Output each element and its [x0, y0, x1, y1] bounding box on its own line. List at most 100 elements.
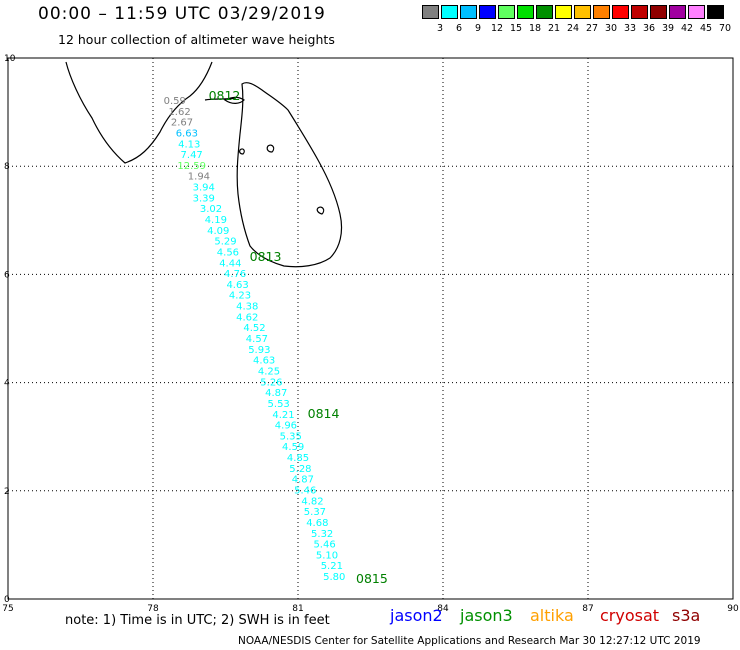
wave-height-label: 2.67: [171, 118, 193, 129]
scale-label: 18: [528, 23, 542, 34]
wave-height-label: 4.85: [287, 453, 309, 464]
scale-label: 45: [699, 23, 713, 34]
wave-height-label: 5.93: [248, 345, 270, 356]
footer-note: note: 1) Time is in UTC; 2) SWH is in fe…: [65, 613, 330, 628]
scale-swatch: [498, 5, 515, 19]
wave-height-label: 1.62: [168, 107, 190, 118]
scale-label: 30: [604, 23, 618, 34]
sri-lanka: [236, 82, 343, 268]
scale-swatch: [460, 5, 477, 19]
wave-height-label: 5.26: [260, 377, 282, 388]
wave-height-label: 6.63: [176, 128, 198, 139]
scale-swatch: [555, 5, 572, 19]
scale-label: 24: [566, 23, 580, 34]
scale-label: 33: [623, 23, 637, 34]
wave-height-label: 5.46: [294, 486, 316, 497]
scale-swatch: [669, 5, 686, 19]
wave-height-label: 5.53: [268, 399, 290, 410]
map-grid: [8, 58, 733, 599]
pass-time-label: 0814: [308, 406, 340, 421]
scale-label: 70: [718, 23, 732, 34]
wave-height-label: 5.35: [280, 431, 302, 442]
scale-swatch: [441, 5, 458, 19]
wave-height-label: 4.23: [229, 291, 251, 302]
satellite-name-jason3: jason3: [460, 606, 513, 625]
scale-label: 12: [490, 23, 504, 34]
sri-lanka-lagoon-2: [316, 206, 325, 215]
lon-tick-label: 84: [437, 604, 449, 614]
chart-subtitle: 12 hour collection of altimeter wave hei…: [58, 32, 335, 47]
lat-tick-label: 8: [4, 162, 10, 172]
wave-height-label: 4.68: [306, 518, 328, 529]
wave-height-label: 12.59: [177, 161, 206, 172]
scale-label: 21: [547, 23, 561, 34]
credit-line: NOAA/NESDIS Center for Satellite Applica…: [238, 635, 701, 647]
wave-height-label: 4.62: [236, 312, 258, 323]
coastline: [65, 61, 343, 268]
chart-title: 00:00 – 11:59 UTC 03/29/2019: [38, 4, 326, 24]
lon-tick-label: 87: [582, 604, 593, 614]
india-coast: [65, 61, 213, 164]
satellite-name-jason2: jason2: [390, 606, 443, 625]
scale-label: 6: [455, 23, 463, 34]
scale-label: 3: [436, 23, 444, 34]
wave-height-label: 4.25: [258, 366, 280, 377]
scale-label: 36: [642, 23, 656, 34]
wave-height-label: 4.87: [265, 388, 287, 399]
wave-height-label: 4.38: [236, 302, 258, 313]
wave-height-label: 5.10: [316, 550, 338, 561]
wave-height-label: 4.96: [275, 421, 297, 432]
pass-labels: 0812 0813 0814 0815: [209, 88, 388, 586]
pass-time-label: 0813: [250, 249, 282, 264]
map-frame: [7, 57, 734, 600]
wave-height-label: 4.76: [224, 269, 246, 280]
wave-height-label: 5.21: [321, 561, 343, 572]
wave-height-label: 1.94: [188, 172, 210, 183]
wave-height-label: 4.21: [272, 410, 294, 421]
wave-height-label: 0.59: [164, 96, 186, 107]
wave-height-label: 5.29: [214, 237, 236, 248]
lon-tick-label: 75: [2, 604, 13, 614]
wave-height-label: 4.63: [226, 280, 248, 291]
wave-height-label: 5.28: [289, 464, 311, 475]
wave-height-label: 5.80: [323, 572, 345, 583]
pass-time-label: 0815: [356, 571, 388, 586]
india-coast-northeast: [204, 97, 237, 101]
wave-height-label: 4.82: [301, 496, 323, 507]
scale-swatch: [612, 5, 629, 19]
wave-height-label: 4.13: [178, 139, 200, 150]
scale-swatch: [479, 5, 496, 19]
satellite-name-cryosat: cryosat: [600, 606, 660, 625]
mannar-island: [223, 96, 245, 104]
wave-height-label: 5.32: [311, 529, 333, 540]
scale-swatch: [517, 5, 534, 19]
wave-height-label: 5.37: [304, 507, 326, 518]
pass-time-label: 0812: [209, 88, 241, 103]
lat-tick-label: 6: [4, 270, 10, 280]
lat-tick-label: 0: [4, 595, 10, 605]
wave-height-label: 4.09: [207, 226, 229, 237]
scale-swatch: [422, 5, 439, 19]
wave-height-label: 4.59: [282, 442, 304, 453]
scale-label: 27: [585, 23, 599, 34]
lat-tick-label: 4: [4, 379, 10, 389]
sri-lanka-lagoon-1: [266, 144, 275, 153]
lat-tick-label: 2: [4, 487, 10, 497]
scale-label: 9: [474, 23, 482, 34]
scale-label: 15: [509, 23, 523, 34]
scale-swatch: [707, 5, 724, 19]
scale-label: 39: [661, 23, 675, 34]
wave-height-label: 3.94: [193, 183, 215, 194]
scale-swatch: [650, 5, 667, 19]
scale-swatch: [536, 5, 553, 19]
scale-swatch: [688, 5, 705, 19]
lon-tick-label: 78: [147, 604, 159, 614]
wave-height-label: 7.47: [181, 150, 203, 161]
lat-tick-label: 10: [4, 54, 16, 64]
satellite-track: 0.591.622.676.634.137.4712.591.943.943.3…: [164, 96, 346, 583]
scale-swatch: [593, 5, 610, 19]
wave-height-label: 4.57: [246, 334, 268, 345]
satellite-name-altika: altika: [530, 606, 574, 625]
wave-height-label: 3.39: [193, 193, 215, 204]
